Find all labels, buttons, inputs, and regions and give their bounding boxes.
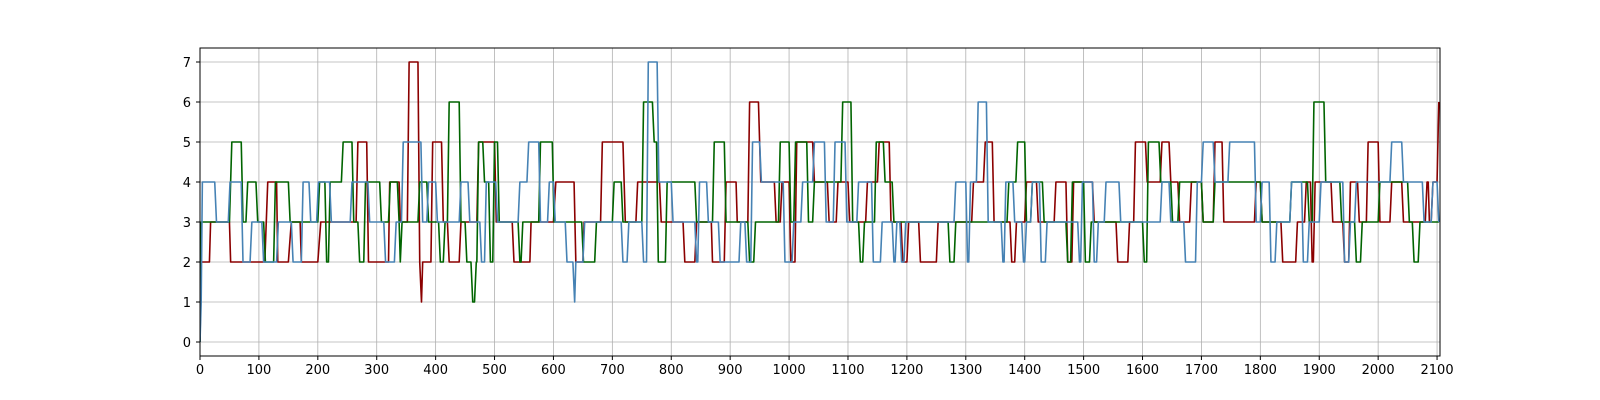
y-tick-label: 0	[183, 336, 191, 351]
x-tick-label: 1200	[890, 363, 923, 378]
y-tick-label: 7	[183, 56, 191, 71]
x-tick-label: 500	[482, 363, 507, 378]
x-tick-label: 1100	[831, 363, 864, 378]
y-axis-ticks: 0 1 2 3 4 5 6 7	[183, 56, 200, 351]
series-line-3	[200, 61, 1440, 343]
x-tick-label: 1800	[1244, 363, 1277, 378]
x-tick-label: 2100	[1421, 363, 1454, 378]
y-tick-label: 3	[183, 216, 191, 231]
x-tick-label: 300	[364, 363, 389, 378]
y-tick-label: 4	[183, 176, 191, 191]
x-tick-label: 1900	[1303, 363, 1336, 378]
x-axis-ticks: 0 100 200 300 400 500 600 700 800 900 1000 1100 1200…	[196, 356, 1454, 378]
plot-frame	[199, 47, 1441, 357]
x-tick-label: 400	[423, 363, 448, 378]
x-tick-label: 1300	[949, 363, 982, 378]
x-tick-label: 1700	[1185, 363, 1218, 378]
axes	[199, 47, 1441, 357]
series-line-1	[200, 61, 1440, 343]
x-tick-label: 1600	[1126, 363, 1159, 378]
x-tick-label: 600	[541, 363, 566, 378]
x-tick-label: 900	[718, 363, 743, 378]
x-tick-label: 1500	[1067, 363, 1100, 378]
x-tick-label: 0	[196, 363, 204, 378]
x-tick-label: 1400	[1008, 363, 1041, 378]
y-tick-label: 1	[183, 296, 191, 311]
x-tick-label: 800	[659, 363, 684, 378]
x-tick-label: 2000	[1362, 363, 1395, 378]
y-tick-label: 5	[183, 136, 191, 151]
series-group	[200, 61, 1440, 343]
x-tick-label: 1000	[773, 363, 806, 378]
x-tick-label: 200	[305, 363, 330, 378]
x-tick-label: 100	[246, 363, 271, 378]
x-tick-label: 700	[600, 363, 625, 378]
y-tick-label: 2	[183, 256, 191, 271]
y-tick-label: 6	[183, 96, 191, 111]
